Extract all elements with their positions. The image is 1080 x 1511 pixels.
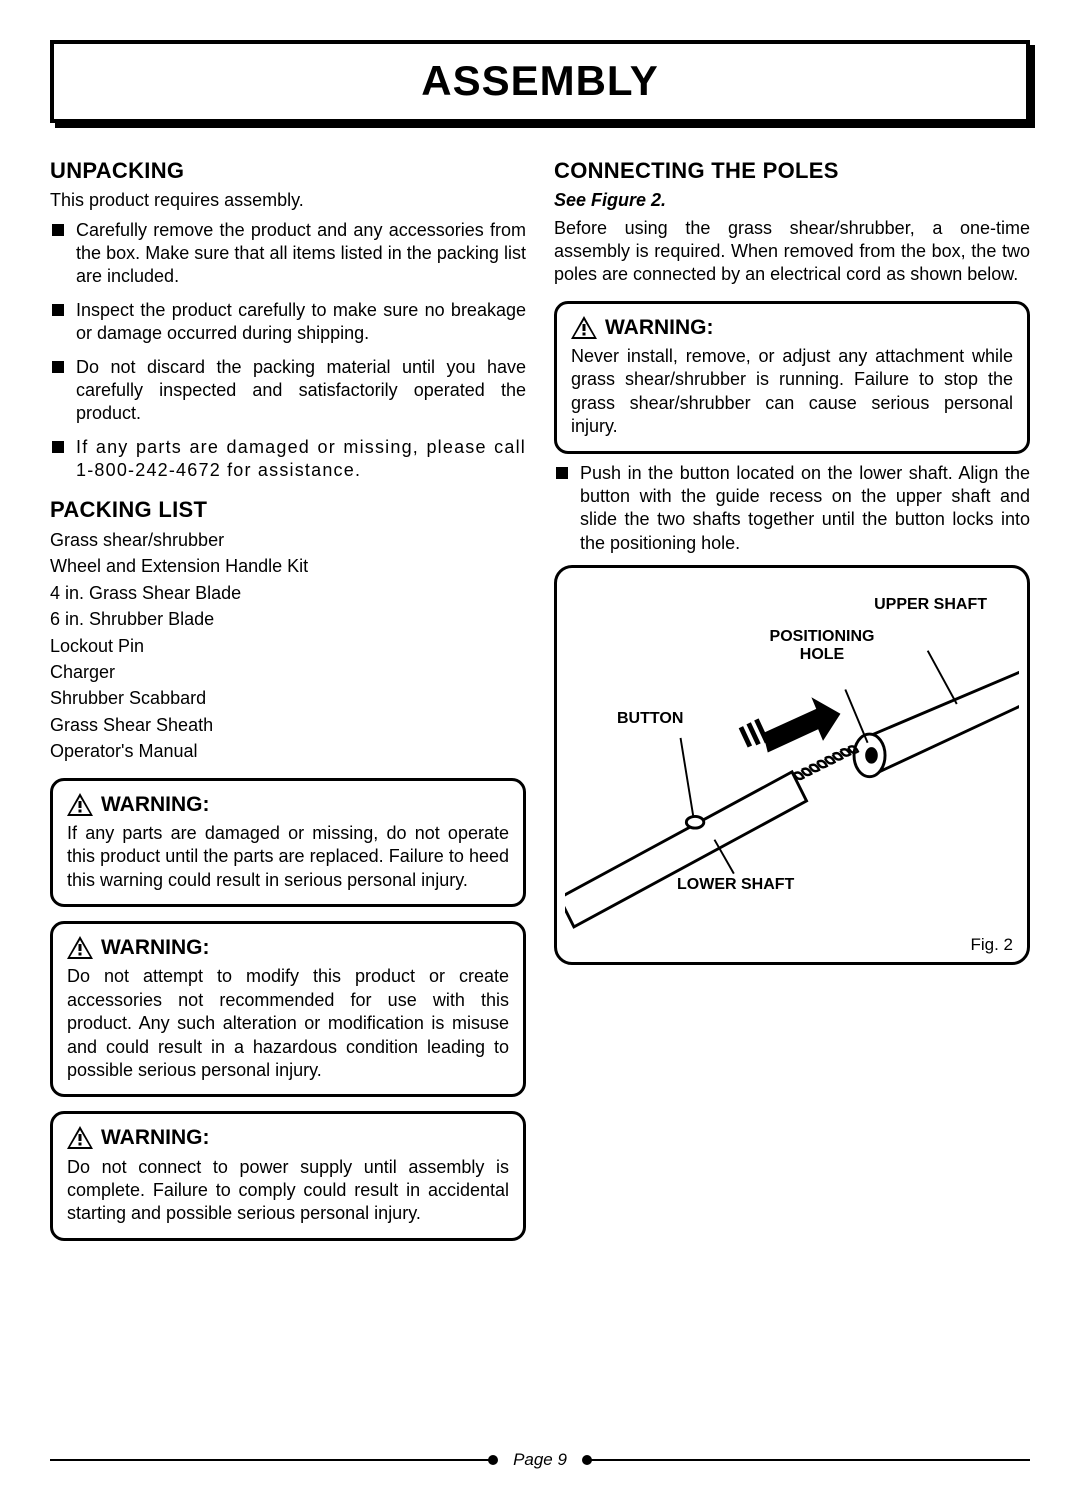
footer-rule-right [587,1459,1030,1461]
warning-label: WARNING: [101,791,210,818]
warning-box-2: WARNING: Do not attempt to modify this p… [50,921,526,1097]
unpacking-intro: This product requires assembly. [50,189,526,212]
figure-caption: Fig. 2 [970,934,1013,956]
list-item: Do not discard the packing material unti… [50,356,526,426]
warning-icon [67,793,93,816]
see-figure: See Figure 2. [554,189,1030,212]
footer-rule-left [50,1459,493,1461]
warning-box-1: WARNING: If any parts are damaged or mis… [50,778,526,907]
list-item: Grass Shear Sheath [50,714,526,737]
label-button: BUTTON [617,710,683,728]
warning-box-4: WARNING: Never install, remove, or adjus… [554,301,1030,454]
packing-heading: PACKING LIST [50,496,526,525]
list-item: Lockout Pin [50,635,526,658]
warning-header: WARNING: [67,934,509,961]
list-item: Charger [50,661,526,684]
warning-label: WARNING: [101,934,210,961]
list-item: Wheel and Extension Handle Kit [50,555,526,578]
warning-icon [67,936,93,959]
page-number: Page 9 [507,1449,573,1471]
warning-text: Do not connect to power supply until ass… [67,1156,509,1226]
label-positioning-hole: POSITIONING HOLE [762,628,882,663]
list-item: 4 in. Grass Shear Blade [50,582,526,605]
warning-box-3: WARNING: Do not connect to power supply … [50,1111,526,1240]
figure-2: UPPER SHAFT POSITIONING HOLE BUTTON LOWE… [554,565,1030,965]
content-columns: UNPACKING This product requires assembly… [50,143,1030,1249]
warning-label: WARNING: [101,1124,210,1151]
warning-header: WARNING: [67,1124,509,1151]
list-item: Operator's Manual [50,740,526,763]
list-item: Carefully remove the product and any acc… [50,219,526,289]
packing-list: Grass shear/shrubber Wheel and Extension… [50,529,526,764]
warning-icon [571,316,597,339]
unpacking-heading: UNPACKING [50,157,526,186]
list-item: Inspect the product carefully to make su… [50,299,526,346]
list-item: 6 in. Shrubber Blade [50,608,526,631]
warning-text: If any parts are damaged or missing, do … [67,822,509,892]
label-lower-shaft: LOWER SHAFT [677,876,794,894]
left-column: UNPACKING This product requires assembly… [50,143,526,1249]
list-item: Push in the button located on the lower … [554,462,1030,556]
title-frame: ASSEMBLY [50,40,1030,123]
connecting-steps: Push in the button located on the lower … [554,462,1030,556]
list-item: Grass shear/shrubber [50,529,526,552]
label-upper-shaft: UPPER SHAFT [874,596,987,614]
unpacking-list: Carefully remove the product and any acc… [50,219,526,483]
warning-label: WARNING: [605,314,714,341]
list-item: If any parts are damaged or missing, ple… [50,436,526,483]
warning-text: Do not attempt to modify this product or… [67,965,509,1082]
list-item: Shrubber Scabbard [50,687,526,710]
warning-header: WARNING: [571,314,1013,341]
connecting-intro: Before using the grass shear/shrubber, a… [554,217,1030,287]
page-title: ASSEMBLY [54,54,1026,109]
warning-icon [67,1126,93,1149]
warning-header: WARNING: [67,791,509,818]
warning-text: Never install, remove, or adjust any att… [571,345,1013,439]
page-footer: Page 9 [50,1449,1030,1471]
right-column: CONNECTING THE POLES See Figure 2. Befor… [554,143,1030,1249]
connecting-heading: CONNECTING THE POLES [554,157,1030,186]
